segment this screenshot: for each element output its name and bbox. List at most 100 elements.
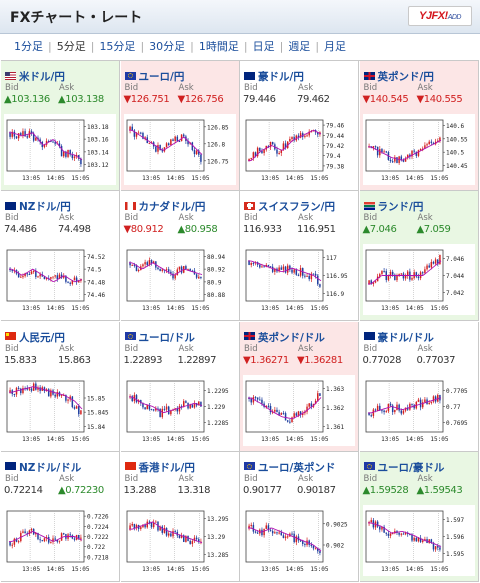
y-tick-label: 79.38 xyxy=(326,163,344,170)
mini-chart[interactable]: 117 116.95 116.9 13:05 14:05 15:05 xyxy=(243,244,355,316)
candle-body xyxy=(291,269,293,273)
pair-name-link[interactable]: 豪ドル/ドル xyxy=(377,331,434,344)
candle-body xyxy=(26,136,29,138)
pair-name-link[interactable]: カナダドル/円 xyxy=(138,201,206,214)
x-tick-label: 14:05 xyxy=(166,566,184,573)
y-tick-label: 140.6 xyxy=(446,123,464,130)
candle-body xyxy=(167,269,169,272)
rate-card[interactable]: 英ポンド/ドル Bid Ask ▼1.36271 ▼1.36281 1.363 1.362 1… xyxy=(240,321,359,452)
pair-name-link[interactable]: スイスフラン/円 xyxy=(258,201,336,214)
mini-chart[interactable]: 0.7226 0.7224 0.7222 0.722 0.7218 13:05 14:05 1… xyxy=(4,504,116,576)
mini-chart[interactable]: 0.9025 0.902 13:05 14:05 15:05 xyxy=(243,504,355,576)
candle-body xyxy=(312,273,315,275)
pair-name-link[interactable]: ユーロ/ドル xyxy=(138,331,195,344)
candle-body xyxy=(384,532,387,534)
candle-body xyxy=(387,533,389,536)
rate-card[interactable]: 豪ドル/円 Bid Ask 79.446 79.462 79.46 79.44 79.42 79… xyxy=(240,61,359,191)
rate-card[interactable]: 香港ドル/円 Bid Ask 13.288 13.318 13.295 13.29 13.28… xyxy=(120,451,240,582)
candle-body xyxy=(75,154,78,157)
candle-body xyxy=(391,532,393,534)
mini-chart[interactable]: 79.46 79.44 79.42 79.4 79.38 13:05 14:05 15:05 xyxy=(243,114,355,185)
pair-name-link[interactable]: 香港ドル/円 xyxy=(138,461,195,474)
tab-timeframe[interactable]: 1時間足 xyxy=(198,40,239,53)
candle-body xyxy=(278,532,280,534)
candle-body xyxy=(308,402,310,407)
bid-label: Bid xyxy=(124,473,139,484)
candle-body xyxy=(186,269,189,271)
candle-body xyxy=(380,409,383,411)
candle-body xyxy=(432,262,434,264)
candle-body xyxy=(389,159,391,162)
tab-timeframe[interactable]: 30分足 xyxy=(149,40,186,53)
mini-chart[interactable]: 140.6 140.55 140.5 140.45 13:05 14:05 15:05 xyxy=(362,114,475,185)
y-tick-label: 140.5 xyxy=(446,150,464,157)
candle-body xyxy=(54,394,56,397)
candle-body xyxy=(133,130,135,137)
tab-timeframe[interactable]: 月足 xyxy=(324,40,347,53)
mini-chart[interactable]: 80.94 80.92 80.9 80.88 13:05 14:05 15:05 xyxy=(123,244,236,316)
rate-card[interactable]: 人民元/円 Bid Ask 15.833 15.863 15.85 15.845 15.84 1… xyxy=(1,321,120,452)
mini-chart[interactable]: 126.85 126.8 126.75 13:05 14:05 15:05 xyxy=(123,114,236,185)
pair-name-link[interactable]: 英ポンド/ドル xyxy=(258,331,325,344)
ask-value: ▲7.059 xyxy=(416,224,451,236)
mini-chart[interactable]: 1.2295 1.229 1.2285 13:05 14:05 15:05 xyxy=(123,374,236,446)
pair-name-link[interactable]: NZドル/円 xyxy=(19,201,71,214)
pair-name-link[interactable]: ランド/円 xyxy=(377,201,424,214)
candle-body xyxy=(65,151,67,157)
y-tick-label: 0.77 xyxy=(446,404,461,411)
candle-body xyxy=(404,158,406,162)
tab-timeframe[interactable]: 1分足 xyxy=(14,40,43,53)
mini-chart[interactable]: 1.363 1.362 1.361 13:05 14:05 15:05 xyxy=(243,374,355,446)
candle-body xyxy=(73,406,76,409)
pair-name-link[interactable]: 豪ドル/円 xyxy=(258,71,304,83)
pair-name-link[interactable]: NZドル/ドル xyxy=(19,461,82,474)
pair-name-link[interactable]: 人民元/円 xyxy=(19,331,65,344)
rate-card[interactable]: ユーロ/円 Bid Ask ▼126.751 ▼126.756 126.85 126.8 12… xyxy=(120,61,240,191)
pair-name-link[interactable]: 英ポンド/円 xyxy=(377,71,434,83)
rate-card[interactable]: NZドル/円 Bid Ask 74.486 74.498 74.52 74.5 74.48 74… xyxy=(1,191,120,322)
candle-body xyxy=(158,145,161,151)
mini-chart[interactable]: 13.295 13.29 13.285 13:05 14:05 15:05 xyxy=(123,504,236,576)
candle-body xyxy=(188,404,191,408)
pair-name-link[interactable]: ユーロ/円 xyxy=(138,71,185,83)
rate-card[interactable]: ユーロ/ドル Bid Ask 1.22893 1.22897 1.2295 1.229 1.2… xyxy=(120,321,240,452)
candle-body xyxy=(423,269,426,274)
rate-card[interactable]: 米ドル/円 Bid Ask ▲103.136 ▲103.138 103.18 103.16 1… xyxy=(1,61,120,191)
candle-body xyxy=(267,525,270,530)
mini-chart[interactable]: 1.597 1.596 1.595 13:05 14:05 15:05 xyxy=(362,504,475,576)
candle-body xyxy=(304,275,306,277)
candle-body xyxy=(308,276,310,280)
pair-name-link[interactable]: 米ドル/円 xyxy=(19,71,65,83)
pair-name-link[interactable]: ユーロ/豪ドル xyxy=(377,461,445,474)
candle-body xyxy=(380,271,383,275)
candle-body xyxy=(80,409,82,414)
x-tick-label: 15:05 xyxy=(430,566,448,573)
rate-card[interactable]: ランド/円 Bid Ask ▲7.046 ▲7.059 7.046 7.044 7.042 13… xyxy=(359,191,479,322)
mini-chart[interactable]: 74.52 74.5 74.48 74.46 13:05 14:05 15:05 xyxy=(4,244,116,316)
tab-timeframe[interactable]: 15分足 xyxy=(99,40,136,53)
rate-card[interactable]: NZドル/ドル Bid Ask 0.72214 ▲0.72230 0.7226 0.7224… xyxy=(1,451,120,582)
pair-header: ユーロ/英ポンド xyxy=(244,457,336,474)
candle-body xyxy=(176,407,178,411)
tab-timeframe[interactable]: 5分足 xyxy=(56,40,86,53)
candle-body xyxy=(197,401,200,405)
rate-card[interactable]: 英ポンド/円 Bid Ask ▼140.545 ▼140.555 140.6 140.55 1… xyxy=(359,61,479,191)
candle-body xyxy=(269,266,272,268)
bid-label: Bid xyxy=(124,213,139,224)
mini-chart[interactable]: 0.7705 0.77 0.7695 13:05 14:05 15:05 xyxy=(362,374,475,446)
mini-chart[interactable]: 15.85 15.845 15.84 13:05 14:05 15:05 xyxy=(4,374,116,446)
tab-separator: | xyxy=(315,40,320,53)
tab-timeframe[interactable]: 日足 xyxy=(252,40,275,53)
yjfx-logo[interactable]: YJFX!ADD xyxy=(408,6,472,26)
mini-chart[interactable]: 7.046 7.044 7.042 13:05 14:05 15:05 xyxy=(362,244,475,316)
tab-timeframe[interactable]: 週足 xyxy=(288,40,311,53)
rate-card[interactable]: スイスフラン/円 Bid Ask 116.933 116.951 117 116.95 116… xyxy=(240,191,359,322)
pair-name-link[interactable]: ユーロ/英ポンド xyxy=(258,461,336,474)
rate-card[interactable]: カナダドル/円 Bid Ask ▼80.912 ▲80.958 80.94 80.92 80.… xyxy=(120,191,240,322)
rate-card[interactable]: 豪ドル/ドル Bid Ask 0.77028 0.77037 0.7705 0.77 0.76… xyxy=(359,321,479,452)
candle-body xyxy=(35,271,37,278)
rate-card[interactable]: ユーロ/豪ドル Bid Ask ▲1.59528 ▲1.59543 1.597 1.596 1… xyxy=(359,451,479,582)
rate-card[interactable]: ユーロ/英ポンド Bid Ask 0.90177 0.90187 0.9025 0.902 1… xyxy=(240,451,359,582)
chart-svg: 74.52 74.5 74.48 74.46 13:05 14:05 15:05 xyxy=(6,249,105,312)
mini-chart[interactable]: 103.18 103.16 103.14 103.12 13:05 14:05 15:05 xyxy=(4,114,116,185)
